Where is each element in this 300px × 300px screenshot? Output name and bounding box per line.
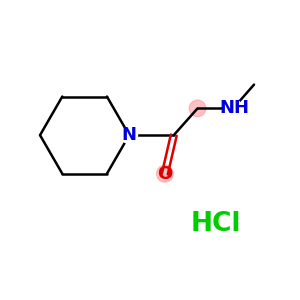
Text: HCl: HCl [190,211,241,237]
Circle shape [157,166,173,182]
Text: N: N [122,126,137,144]
Circle shape [121,127,137,143]
Text: NH: NH [220,99,250,117]
Circle shape [189,100,206,117]
Text: O: O [157,165,172,183]
Circle shape [224,100,242,117]
